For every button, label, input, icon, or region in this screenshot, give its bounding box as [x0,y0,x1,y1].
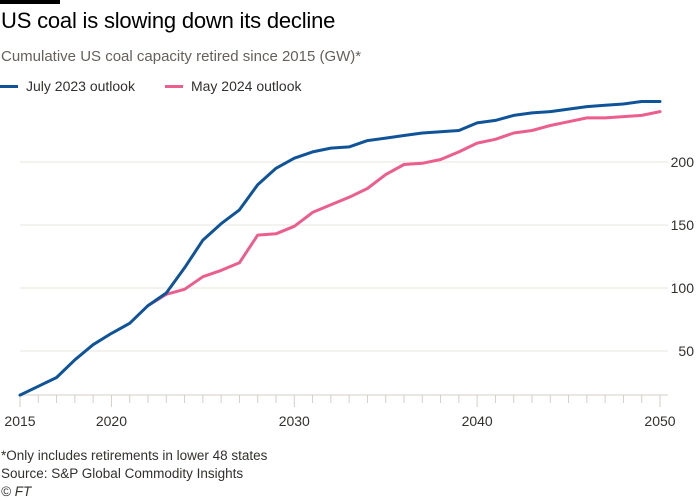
copyright: © FT [1,484,32,499]
x-tick-label: 2040 [462,413,493,429]
legend-label-july-2023: July 2023 outlook [26,78,135,94]
source-note: Source: S&P Global Commodity Insights [1,466,244,481]
y-axis: 50 100 150 200 [671,154,695,359]
x-tick-label: 2050 [644,413,675,429]
x-tick-label: 2015 [4,413,35,429]
legend-swatch-july-2023 [0,84,18,88]
legend-label-may-2024: May 2024 outlook [190,78,302,94]
series-lines [18,100,662,397]
x-axis: 2015 2020 2030 2040 2050 [4,394,676,429]
legend-item-july-2023: July 2023 outlook [0,78,135,94]
y-tick-label: 100 [671,280,695,296]
x-tick-label: 2020 [96,413,127,429]
y-tick-label: 50 [678,343,694,359]
ft-brand-bar [0,0,60,4]
chart-subtitle: Cumulative US coal capacity retired sinc… [1,48,362,65]
series-line-july-2023-outlook [18,100,662,397]
legend-swatch-may-2024 [164,84,183,88]
series-line-may-2024-outlook [146,110,662,308]
gridlines [20,161,668,352]
x-tick-label: 2030 [279,413,310,429]
chart-title: US coal is slowing down its decline [1,8,336,33]
y-tick-label: 200 [671,154,695,170]
legend: July 2023 outlook May 2024 outlook [0,78,332,94]
footnote: *Only includes retirements in lower 48 s… [1,448,268,463]
y-tick-label: 150 [671,217,695,233]
legend-item-may-2024: May 2024 outlook [164,78,302,94]
